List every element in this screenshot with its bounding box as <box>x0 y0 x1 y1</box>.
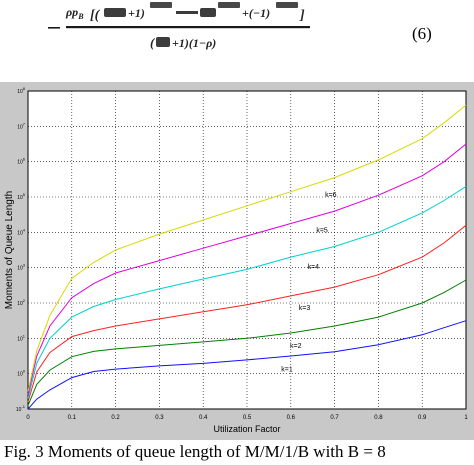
svg-text:[(: [( <box>90 8 101 23</box>
x-tick-label: 0.6 <box>287 415 296 421</box>
x-tick-label: 0.1 <box>68 415 77 421</box>
svg-text:(: ( <box>150 35 156 50</box>
x-tick-label: 0.9 <box>418 415 427 421</box>
series-lines <box>27 104 467 410</box>
y-tick-label: 107 <box>17 121 26 130</box>
y-tick-label: 106 <box>17 157 26 166</box>
y-tick-label: 103 <box>17 263 26 272</box>
x-tick-label: 0.7 <box>330 415 339 421</box>
series-label-k=5: k=5 <box>316 228 328 235</box>
x-tick-label: 0.3 <box>155 415 164 421</box>
series-line-k=6 <box>27 104 467 392</box>
y-tick-label: 108 <box>17 86 26 95</box>
series-label-k=3: k=3 <box>299 305 311 312</box>
series-label-k=2: k=2 <box>290 343 302 350</box>
series-label-k=4: k=4 <box>308 264 320 271</box>
x-tick-label: 0 <box>26 415 30 421</box>
svg-text:+1): +1) <box>128 6 145 20</box>
grid-lines <box>28 91 466 409</box>
svg-text:ρpB: ρpB <box>65 5 84 21</box>
series-line-k=2 <box>27 279 467 406</box>
y-tick-label: 10-1 <box>16 404 26 413</box>
equation-number: (6) <box>412 24 432 43</box>
svg-text:+1)(1−ρ): +1)(1−ρ) <box>172 36 216 50</box>
y-tick-label: 105 <box>17 192 26 201</box>
y-tick-label: 104 <box>17 227 26 236</box>
x-tick-labels: 0 0.1 0.2 0.3 0.4 0.5 0.6 0.7 0.8 0.9 1 <box>26 415 468 421</box>
series-line-k=4 <box>27 185 467 399</box>
y-tick-label: 102 <box>17 298 26 307</box>
series-line-k=1 <box>27 320 467 410</box>
equation-image: ρpB [( +1) +(−1) ] ( +1)(1−ρ) <box>48 2 310 50</box>
series-labels: k=1 k=2 k=3 k=4 k=5 k=6 <box>281 192 336 373</box>
series-label-k=6: k=6 <box>325 192 337 199</box>
svg-text:]: ] <box>299 8 305 23</box>
series-label-k=1: k=1 <box>281 367 293 374</box>
y-axis-label: Moments of Queue Length <box>4 191 15 309</box>
series-line-k=3 <box>27 224 467 403</box>
x-tick-label: 0.2 <box>111 415 120 421</box>
figure-caption: Fig. 3 Moments of queue length of M/M/1/… <box>4 442 386 461</box>
x-tick-label: 0.5 <box>243 415 252 421</box>
y-tick-label: 100 <box>17 369 26 378</box>
x-tick-label: 0.8 <box>374 415 383 421</box>
series-line-k=5 <box>27 143 467 396</box>
x-tick-label: 1 <box>464 415 468 421</box>
x-axis-label: Utilization Factor <box>213 424 280 434</box>
y-tick-label: 101 <box>17 333 26 342</box>
x-tick-label: 0.4 <box>199 415 208 421</box>
svg-text:+(−1): +(−1) <box>242 6 270 20</box>
y-tick-labels: 10-1 100 101 102 103 104 105 106 107 108 <box>16 86 26 413</box>
